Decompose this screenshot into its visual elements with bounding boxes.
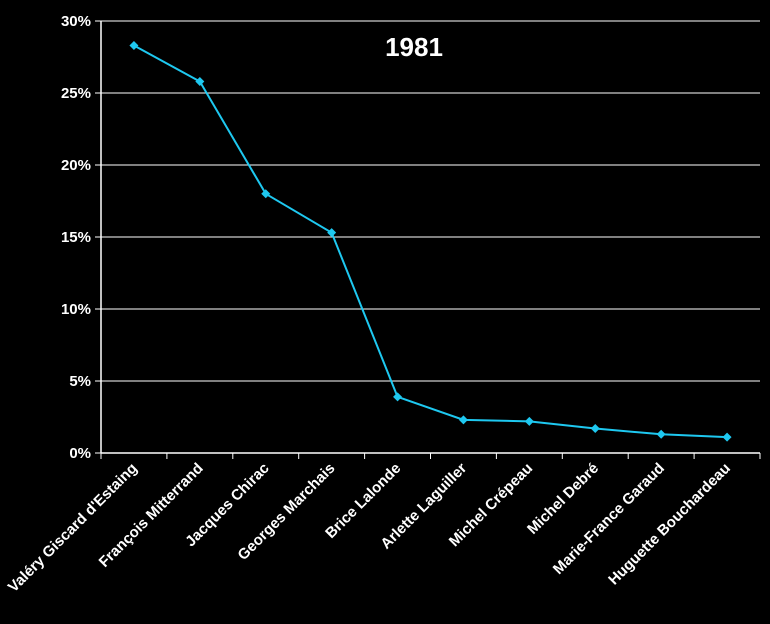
y-tick-label: 30% <box>61 13 91 30</box>
data-point-marker <box>590 424 600 434</box>
y-tick-label: 10% <box>61 301 91 318</box>
grid-layer <box>101 20 760 382</box>
y-tick-label: 15% <box>61 229 91 246</box>
y-tick-label: 25% <box>61 85 91 102</box>
x-tick-label: Valéry Giscard d'Estaing <box>5 460 141 596</box>
x-tick-label: Marie-France Garaud <box>550 460 668 578</box>
series-line <box>133 44 728 439</box>
data-point-marker <box>327 228 337 238</box>
data-point-marker <box>261 189 271 199</box>
data-point-marker <box>129 40 139 50</box>
data-point-marker <box>656 429 666 439</box>
y-tick-label: 0% <box>69 445 91 462</box>
label-layer: 0% 5% 10% 15% 20% 25% 30% Valéry Giscard d'Esta… <box>5 13 734 596</box>
axis-layer <box>95 20 761 459</box>
data-point-marker <box>722 432 732 442</box>
data-point-marker <box>393 392 403 402</box>
data-point-marker <box>195 76 205 86</box>
chart-title: 1981 <box>385 32 443 62</box>
y-tick-label: 20% <box>61 157 91 174</box>
data-point-marker <box>458 415 468 425</box>
series-layer <box>129 40 732 442</box>
x-tick-label: Huguette Bouchardeau <box>605 460 734 589</box>
data-point-marker <box>524 416 534 426</box>
y-tick-label: 5% <box>69 373 91 390</box>
